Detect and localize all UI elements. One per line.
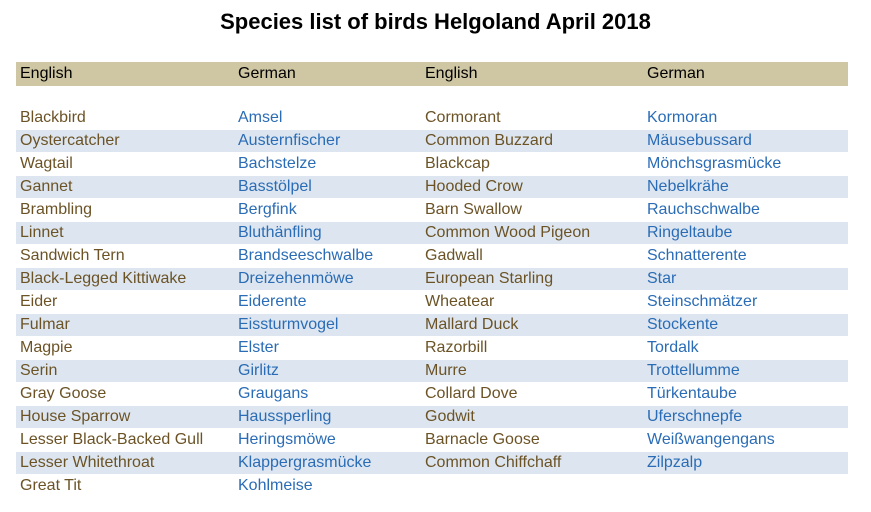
table-row: Lesser Whitethroat Klappergrasmücke Common… <box>16 451 848 475</box>
spacer-row <box>16 86 848 107</box>
table-row: Gannet Basstölpel Hooded Crow Nebelkrähe <box>16 175 848 199</box>
english-name-cell: Cormorant <box>421 107 643 130</box>
english-name-cell: Black-Legged Kittiwake <box>16 267 234 291</box>
english-name-cell: Hooded Crow <box>421 175 643 199</box>
english-name-cell: Gannet <box>16 175 234 199</box>
english-name-cell: House Sparrow <box>16 405 234 429</box>
table-header-row: English German English German <box>16 62 848 86</box>
table-row: Oystercatcher Austernfischer Common Buzzar… <box>16 129 848 153</box>
german-name-cell: Zilpzalp <box>643 451 848 475</box>
english-name-cell: Blackcap <box>421 152 643 176</box>
german-name-cell: Eissturmvogel <box>234 313 421 337</box>
english-name-cell: Oystercatcher <box>16 129 234 153</box>
english-name-cell: Razorbill <box>421 336 643 360</box>
column-header-english: English <box>421 62 643 86</box>
table-row: House Sparrow Haussperling Godwit Uferschne… <box>16 405 848 429</box>
table-row: Gray Goose Graugans Collard Dove Türkentaub… <box>16 382 848 406</box>
german-name-cell <box>643 474 848 498</box>
english-name-cell: Linnet <box>16 221 234 245</box>
english-name-cell: Serin <box>16 359 234 383</box>
german-name-cell: Eiderente <box>234 290 421 314</box>
german-name-cell: Bluthänfling <box>234 221 421 245</box>
table-row: Linnet Bluthänfling Common Wood Pigeon Ring… <box>16 221 848 245</box>
english-name-cell: Magpie <box>16 336 234 360</box>
german-name-cell: Graugans <box>234 382 421 406</box>
english-name-cell: Fulmar <box>16 313 234 337</box>
column-header-german: German <box>643 62 848 86</box>
german-name-cell: Girlitz <box>234 359 421 383</box>
german-name-cell: Trottellumme <box>643 359 848 383</box>
german-name-cell: Ringeltaube <box>643 221 848 245</box>
german-name-cell: Mäusebussard <box>643 129 848 153</box>
english-name-cell: Gray Goose <box>16 382 234 406</box>
english-name-cell: Common Wood Pigeon <box>421 221 643 245</box>
page-title: Species list of birds Helgoland April 20… <box>220 9 651 34</box>
english-name-cell: Brambling <box>16 198 234 222</box>
german-name-cell: Heringsmöwe <box>234 428 421 452</box>
column-header-english: English <box>16 62 234 86</box>
table-row: Eider Eiderente Wheatear Steinschmätzer <box>16 290 848 314</box>
german-name-cell: Brandseeschwalbe <box>234 244 421 268</box>
table-row: Lesser Black-Backed Gull Heringsmöwe Barna… <box>16 428 848 452</box>
german-name-cell: Elster <box>234 336 421 360</box>
german-name-cell: Türkentaube <box>643 382 848 406</box>
table-row: Sandwich Tern Brandseeschwalbe Gadwall Schn… <box>16 244 848 268</box>
german-name-cell: Bachstelze <box>234 152 421 176</box>
english-name-cell: Wheatear <box>421 290 643 314</box>
english-name-cell: Wagtail <box>16 152 234 176</box>
english-name-cell: Barn Swallow <box>421 198 643 222</box>
english-name-cell: Common Chiffchaff <box>421 451 643 475</box>
english-name-cell: Blackbird <box>16 107 234 130</box>
english-name-cell: Common Buzzard <box>421 129 643 153</box>
table-row: Blackbird Amsel Cormorant Kormoran <box>16 107 848 130</box>
table-row: Great Tit Kohlmeise <box>16 474 848 498</box>
english-name-cell <box>421 474 643 498</box>
english-name-cell: Barnacle Goose <box>421 428 643 452</box>
german-name-cell: Kormoran <box>643 107 848 130</box>
english-name-cell: Murre <box>421 359 643 383</box>
german-name-cell: Amsel <box>234 107 421 130</box>
german-name-cell: Weißwangengans <box>643 428 848 452</box>
table-row: Wagtail Bachstelze Blackcap Mönchsgrasmücke <box>16 152 848 176</box>
german-name-cell: Kohlmeise <box>234 474 421 498</box>
german-name-cell: Star <box>643 267 848 291</box>
english-name-cell: Collard Dove <box>421 382 643 406</box>
english-name-cell: Gadwall <box>421 244 643 268</box>
german-name-cell: Stockente <box>643 313 848 337</box>
english-name-cell: Lesser Whitethroat <box>16 451 234 475</box>
english-name-cell: European Starling <box>421 267 643 291</box>
english-name-cell: Great Tit <box>16 474 234 498</box>
german-name-cell: Nebelkrähe <box>643 175 848 199</box>
english-name-cell: Eider <box>16 290 234 314</box>
table-row: Magpie Elster Razorbill Tordalk <box>16 336 848 360</box>
english-name-cell: Lesser Black-Backed Gull <box>16 428 234 452</box>
column-header-german: German <box>234 62 421 86</box>
species-table: English German English German Blackbird A… <box>16 62 848 498</box>
german-name-cell: Dreizehenmöwe <box>234 267 421 291</box>
german-name-cell: Rauchschwalbe <box>643 198 848 222</box>
german-name-cell: Austernfischer <box>234 129 421 153</box>
english-name-cell: Sandwich Tern <box>16 244 234 268</box>
german-name-cell: Basstölpel <box>234 175 421 199</box>
german-name-cell: Mönchsgrasmücke <box>643 152 848 176</box>
german-name-cell: Tordalk <box>643 336 848 360</box>
german-name-cell: Haussperling <box>234 405 421 429</box>
english-name-cell: Godwit <box>421 405 643 429</box>
german-name-cell: Bergfink <box>234 198 421 222</box>
german-name-cell: Klappergrasmücke <box>234 451 421 475</box>
german-name-cell: Schnatterente <box>643 244 848 268</box>
table-row: Serin Girlitz Murre Trottellumme <box>16 359 848 383</box>
table-row: Brambling Bergfink Barn Swallow Rauchschwal… <box>16 198 848 222</box>
german-name-cell: Uferschnepfe <box>643 405 848 429</box>
table-row: Black-Legged Kittiwake Dreizehenmöwe Europ… <box>16 267 848 291</box>
english-name-cell: Mallard Duck <box>421 313 643 337</box>
table-row: Fulmar Eissturmvogel Mallard Duck Stockente <box>16 313 848 337</box>
german-name-cell: Steinschmätzer <box>643 290 848 314</box>
